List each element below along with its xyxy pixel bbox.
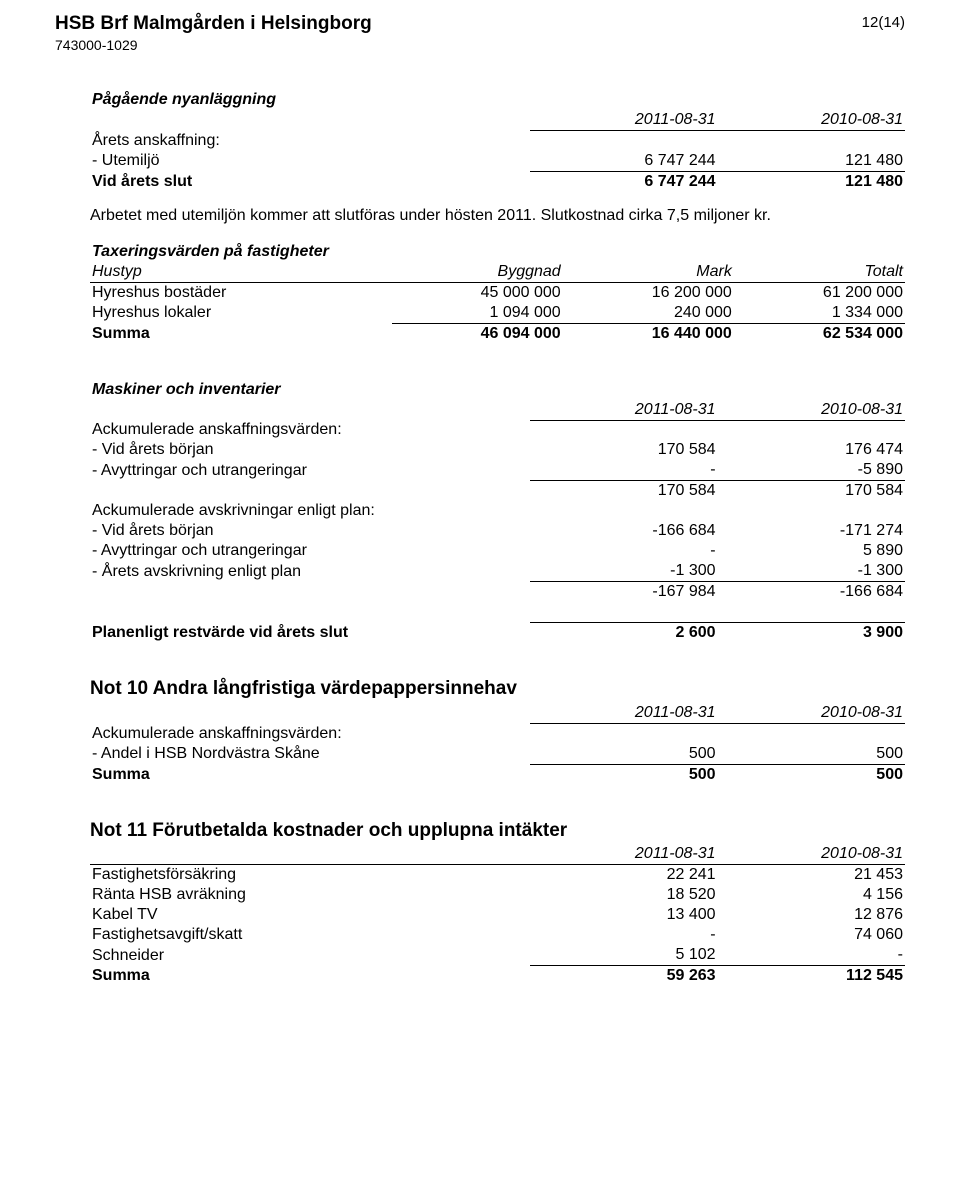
- note11-heading: Not 11 Förutbetalda kostnader och upplup…: [90, 819, 905, 843]
- section-title: Pågående nyanläggning: [90, 90, 530, 110]
- row-value: -: [530, 541, 717, 561]
- row-value: 500: [530, 764, 717, 785]
- col-head: Hustyp: [90, 262, 392, 283]
- row-value: -171 274: [718, 521, 905, 541]
- row-label: Kabel TV: [90, 905, 530, 925]
- taxeringsvarden-table: Taxeringsvärden på fastigheter Hustyp By…: [90, 242, 905, 344]
- row-value: 16 440 000: [563, 323, 734, 344]
- row-value: -: [530, 925, 717, 945]
- row-head: Årets anskaffning:: [90, 131, 530, 151]
- row-value: 6 747 244: [530, 171, 717, 192]
- row-value: -: [530, 460, 717, 481]
- row-value: -1 300: [718, 561, 905, 582]
- row-value: 13 400: [530, 905, 717, 925]
- col-head: Totalt: [734, 262, 905, 283]
- row-value: 1 334 000: [734, 303, 905, 324]
- row-label: - Årets avskrivning enligt plan: [90, 561, 530, 582]
- note10-table: 2011-08-31 2010-08-31 Ackumulerade anska…: [90, 703, 905, 785]
- row-label: Ackumulerade avskrivningar enligt plan:: [90, 501, 530, 521]
- row-value: 170 584: [530, 440, 717, 460]
- header-title: HSB Brf Malmgården i Helsingborg: [55, 12, 372, 36]
- row-value: 16 200 000: [563, 282, 734, 303]
- row-label: - Vid årets början: [90, 521, 530, 541]
- date-col1: 2011-08-31: [530, 703, 717, 724]
- header-page-number: 12(14): [862, 14, 905, 33]
- date-col2: 2010-08-31: [718, 703, 905, 724]
- row-label: Ränta HSB avräkning: [90, 885, 530, 905]
- date-col2: 2010-08-31: [718, 844, 905, 865]
- row-value: -1 300: [530, 561, 717, 582]
- row-value: 62 534 000: [734, 323, 905, 344]
- row-value: 12 876: [718, 905, 905, 925]
- row-label: Ackumulerade anskaffningsvärden:: [90, 724, 530, 744]
- row-label: Fastighetsavgift/skatt: [90, 925, 530, 945]
- subtotal-value: -167 984: [530, 582, 717, 603]
- row-label: Planenligt restvärde vid årets slut: [90, 623, 530, 644]
- subtotal-value: -166 684: [718, 582, 905, 603]
- row-value: 6 747 244: [530, 151, 717, 172]
- row-value: 121 480: [718, 151, 905, 172]
- row-label: Vid årets slut: [90, 171, 530, 192]
- row-label: Summa: [90, 323, 392, 344]
- row-value: 4 156: [718, 885, 905, 905]
- row-value: -166 684: [530, 521, 717, 541]
- date-col1: 2011-08-31: [530, 400, 717, 421]
- row-label: Hyreshus bostäder: [90, 282, 392, 303]
- row-value: 500: [718, 764, 905, 785]
- header-orgno: 743000-1029: [55, 37, 372, 55]
- col-head: Mark: [563, 262, 734, 283]
- section-title: Maskiner och inventarier: [90, 380, 905, 400]
- row-value: 176 474: [718, 440, 905, 460]
- row-value: 22 241: [530, 865, 717, 886]
- note10-heading: Not 10 Andra långfristiga värdepappersin…: [90, 677, 905, 701]
- date-col2: 2010-08-31: [718, 400, 905, 421]
- row-value: -5 890: [718, 460, 905, 481]
- row-value: 2 600: [530, 623, 717, 644]
- row-label: - Vid årets början: [90, 440, 530, 460]
- row-value: 61 200 000: [734, 282, 905, 303]
- row-value: 18 520: [530, 885, 717, 905]
- row-value: 5 102: [530, 945, 717, 966]
- row-label: Schneider: [90, 945, 530, 966]
- row-label: Summa: [90, 764, 530, 785]
- row-label: Fastighetsförsäkring: [90, 865, 530, 886]
- section-title: Taxeringsvärden på fastigheter: [90, 242, 905, 262]
- row-value: 500: [718, 744, 905, 765]
- maskiner-table: Maskiner och inventarier 2011-08-31 2010…: [90, 380, 905, 644]
- row-label: Summa: [90, 966, 530, 987]
- row-label: Hyreshus lokaler: [90, 303, 392, 324]
- note-paragraph: Arbetet med utemiljön kommer att slutför…: [90, 206, 905, 226]
- note11-table: 2011-08-31 2010-08-31 Fastighetsförsäkri…: [90, 844, 905, 986]
- row-value: 21 453: [718, 865, 905, 886]
- row-label: Ackumulerade anskaffningsvärden:: [90, 420, 530, 440]
- row-value: 121 480: [718, 171, 905, 192]
- col-head: Byggnad: [392, 262, 563, 283]
- row-value: 3 900: [718, 623, 905, 644]
- row-value: 240 000: [563, 303, 734, 324]
- row-value: 5 890: [718, 541, 905, 561]
- date-col1: 2011-08-31: [530, 844, 717, 865]
- row-label: - Utemiljö: [90, 151, 530, 172]
- row-label: - Avyttringar och utrangeringar: [90, 541, 530, 561]
- row-value: 1 094 000: [392, 303, 563, 324]
- row-value: -: [718, 945, 905, 966]
- row-label: - Avyttringar och utrangeringar: [90, 460, 530, 481]
- row-value: 59 263: [530, 966, 717, 987]
- row-value: 46 094 000: [392, 323, 563, 344]
- row-label: - Andel i HSB Nordvästra Skåne: [90, 744, 530, 765]
- row-value: 500: [530, 744, 717, 765]
- row-value: 112 545: [718, 966, 905, 987]
- date-col1: 2011-08-31: [530, 110, 717, 131]
- subtotal-value: 170 584: [718, 481, 905, 502]
- row-value: 74 060: [718, 925, 905, 945]
- date-col2: 2010-08-31: [718, 110, 905, 131]
- row-value: 45 000 000: [392, 282, 563, 303]
- pagaende-nyanlaggning-table: Pågående nyanläggning 2011-08-31 2010-08…: [90, 90, 905, 192]
- subtotal-value: 170 584: [530, 481, 717, 502]
